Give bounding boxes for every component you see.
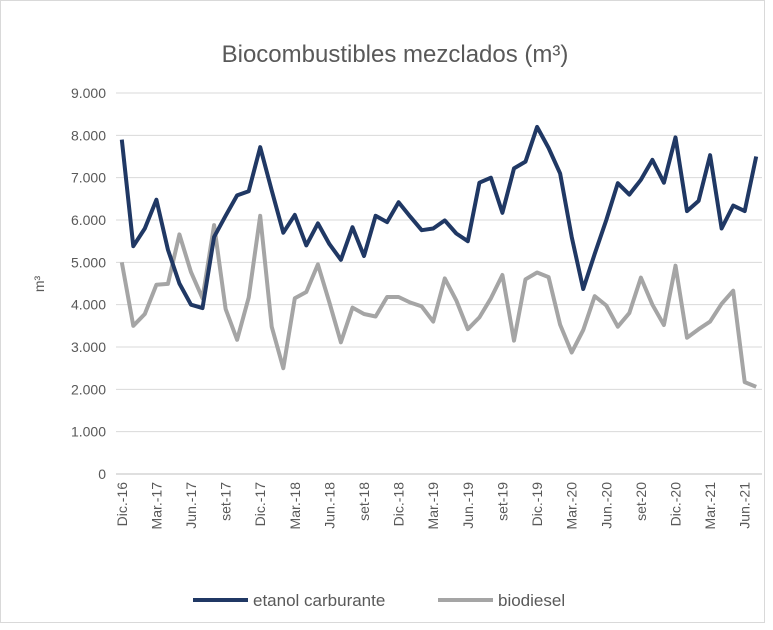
x-tick-label: Mar.-18: [287, 482, 303, 530]
x-tick-label: set-20: [633, 482, 649, 521]
y-tick-label: 7.000: [71, 170, 106, 186]
x-tick-label: Mar.-17: [148, 482, 164, 530]
x-tick-label: set-17: [218, 482, 234, 521]
x-tick-label: Dic.-19: [529, 482, 545, 527]
y-tick-label: 9.000: [71, 85, 106, 101]
y-tick-label: 6.000: [71, 212, 106, 228]
series-line: [119, 124, 759, 311]
x-tick-label: set-18: [356, 482, 372, 521]
x-tick-label: Mar.-19: [425, 482, 441, 530]
x-tick-label: Jun.-20: [598, 482, 614, 529]
legend-label: biodiesel: [498, 591, 565, 610]
y-tick-label: 3.000: [71, 339, 106, 355]
legend-label: etanol carburante: [253, 591, 385, 610]
x-tick-label: set-19: [494, 482, 510, 521]
x-tick-label: Dic.-16: [114, 482, 130, 527]
x-tick-label: Dic.-18: [391, 482, 407, 527]
y-tick-label: 5.000: [71, 254, 106, 270]
x-tick-label: Jun.-18: [321, 482, 337, 529]
y-tick-label: 8.000: [71, 127, 106, 143]
x-tick-label: Mar.-21: [702, 482, 718, 530]
y-tick-label: 4.000: [71, 297, 106, 313]
x-tick-label: Mar.-20: [564, 482, 580, 530]
x-tick-label: Dic.-20: [667, 482, 683, 527]
chart-border: [0, 0, 765, 623]
x-tick-label: Jun.-21: [737, 482, 753, 529]
y-tick-label: 0: [98, 466, 106, 482]
series-line: [119, 213, 757, 389]
x-tick-label: Dic.-17: [252, 482, 268, 527]
x-tick-label: Jun.-17: [183, 482, 199, 529]
y-axis-label: m³: [31, 276, 47, 293]
chart-title: Biocombustibles mezclados (m³): [222, 41, 569, 68]
x-tick-label: Jun.-19: [460, 482, 476, 529]
y-tick-label: 1.000: [71, 424, 106, 440]
y-tick-label: 2.000: [71, 381, 106, 397]
